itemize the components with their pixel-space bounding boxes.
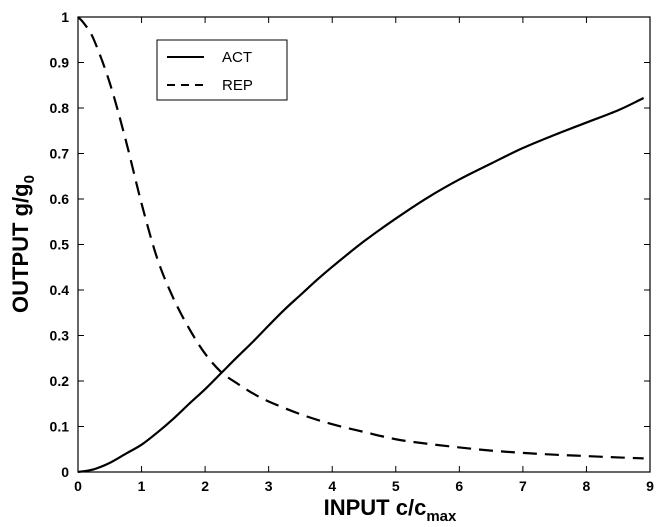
x-axis-label: INPUT c/cmax [324, 495, 457, 525]
legend-rep-label: REP [222, 77, 253, 94]
x-tick-label: 0 [74, 478, 82, 494]
x-tick-label: 5 [392, 478, 400, 494]
y-tick-label: 1 [61, 9, 69, 25]
legend: ACT REP [156, 39, 288, 101]
x-tick-label: 8 [583, 478, 591, 494]
x-tick-label: 9 [646, 478, 654, 494]
y-tick-label: 0.9 [50, 55, 70, 71]
y-tick-label: 0.4 [50, 282, 70, 298]
y-axis-label-main: OUTPUT g/g [8, 183, 33, 313]
y-tick-label: 0.7 [50, 146, 70, 162]
y-tick-label: 0.3 [50, 328, 70, 344]
x-tick-label: 2 [201, 478, 209, 494]
x-tick-label: 3 [265, 478, 273, 494]
y-tick-label: 0.5 [50, 237, 70, 253]
plot-frame [77, 16, 651, 473]
series-line-act [77, 97, 645, 474]
y-tick-label: 0.6 [50, 191, 70, 207]
x-tick-label: 6 [455, 478, 463, 494]
y-tick-label: 0.2 [50, 373, 70, 389]
legend-act-label: ACT [222, 49, 252, 66]
x-tick-label: 7 [519, 478, 527, 494]
series-layer [77, 16, 645, 474]
series-line-rep [77, 16, 644, 460]
x-tick-label: 4 [328, 478, 336, 494]
y-tick-label: 0.1 [50, 419, 70, 435]
x-tick-label: 1 [138, 478, 146, 494]
y-tick-label: 0 [61, 464, 69, 480]
y-axis-label-sub: 0 [21, 175, 38, 183]
x-axis-label-sub: max [426, 508, 457, 525]
x-axis-label-main: INPUT c/c [324, 495, 427, 520]
y-axis-label: OUTPUT g/g0 [8, 175, 38, 313]
legend-box [156, 39, 288, 101]
y-tick-label: 0.8 [50, 100, 70, 116]
